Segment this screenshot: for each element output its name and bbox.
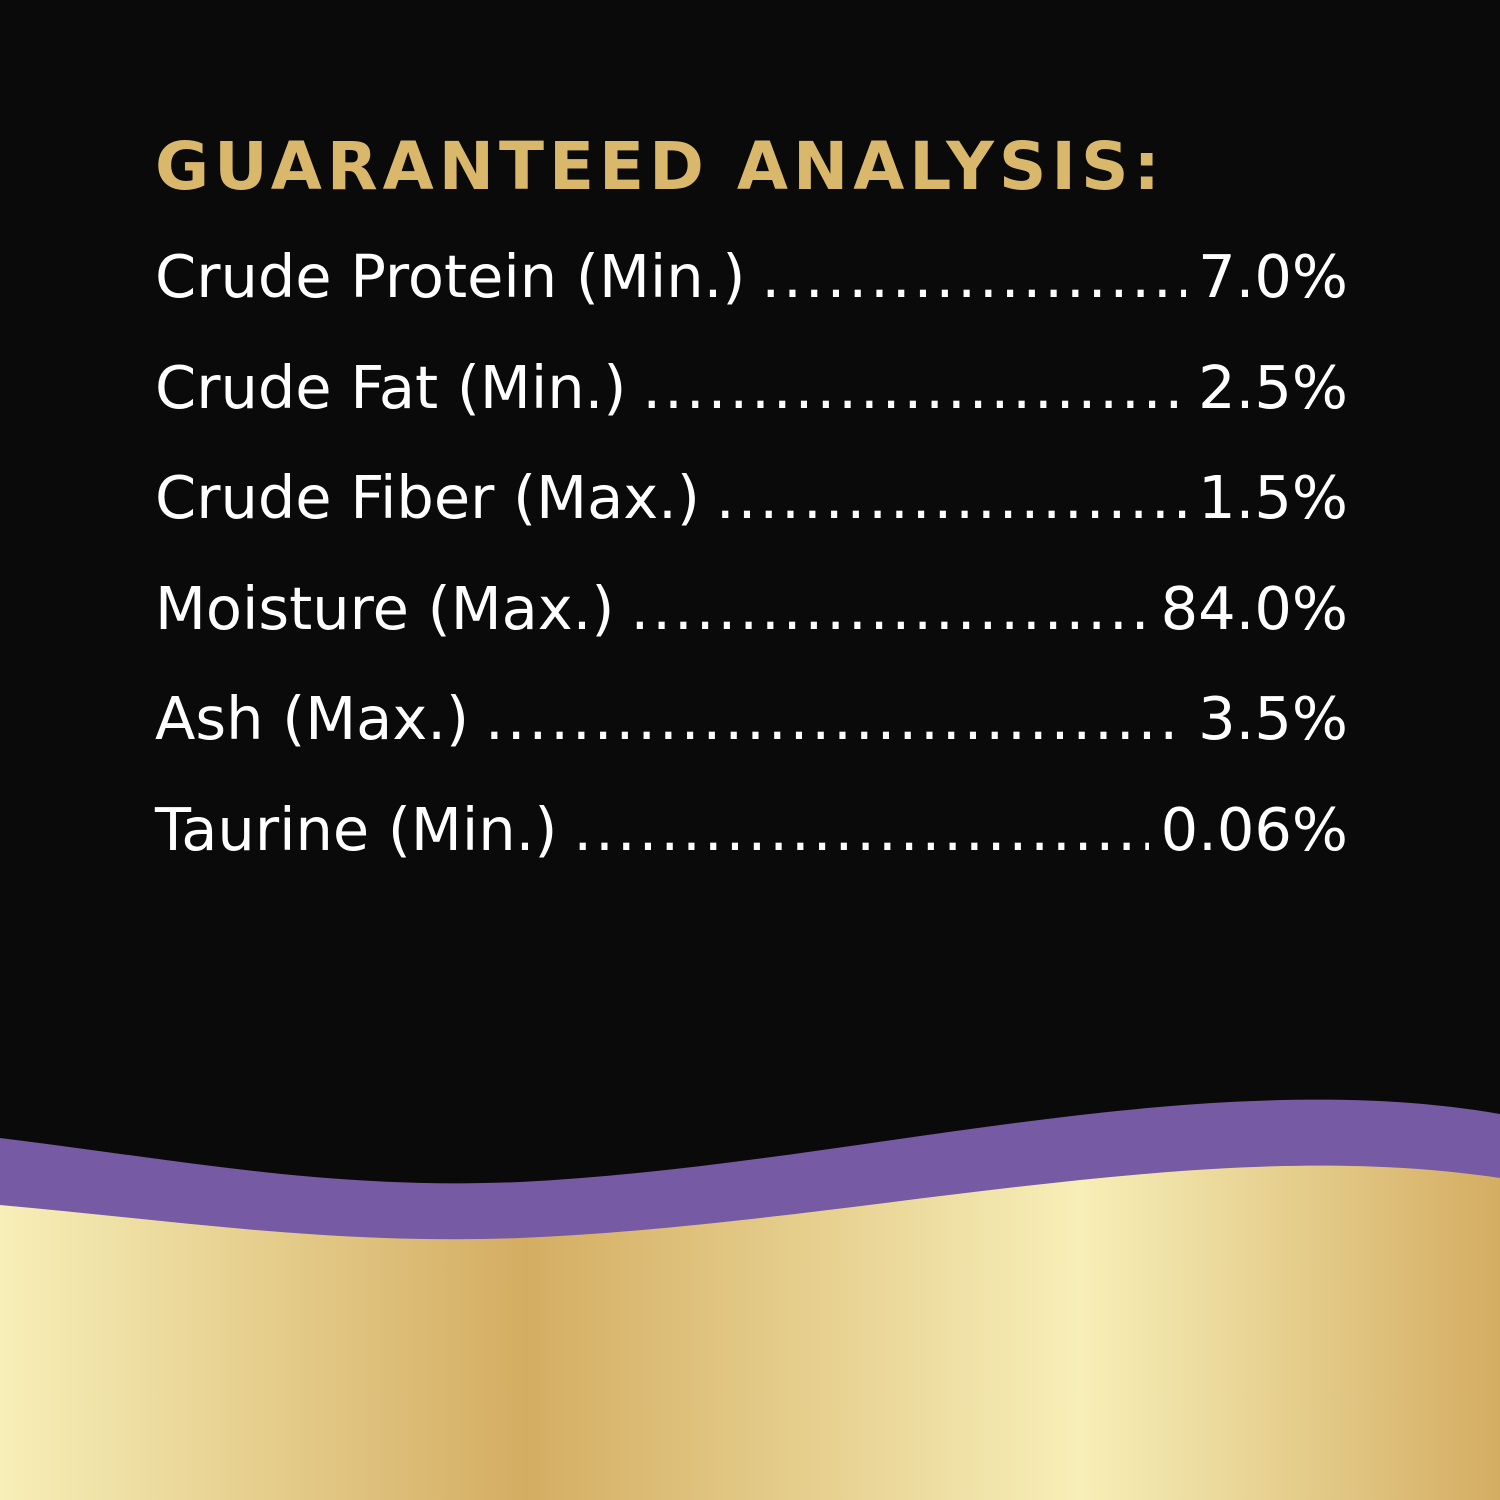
gold-wave-band <box>0 1165 1500 1500</box>
analysis-row-crude-fat: Crude Fat (Min.) 2.5% <box>155 333 1348 444</box>
dot-leader <box>573 775 1148 885</box>
analysis-table: Crude Protein (Min.) 7.0% Crude Fat (Min… <box>155 222 1348 885</box>
row-value: 0.06% <box>1160 794 1348 864</box>
dot-leader <box>642 333 1186 443</box>
analysis-row-moisture: Moisture (Max.) 84.0% <box>155 554 1348 665</box>
row-label: Crude Fat (Min.) <box>155 352 627 422</box>
analysis-row-crude-protein: Crude Protein (Min.) 7.0% <box>155 222 1348 333</box>
row-value: 1.5% <box>1198 463 1348 532</box>
decorative-wave <box>0 1099 1500 1500</box>
row-value: 84.0% <box>1160 573 1348 643</box>
analysis-row-ash: Ash (Max.) 3.5% <box>155 664 1348 775</box>
dot-leader <box>485 664 1186 774</box>
analysis-row-taurine: Taurine (Min.) 0.06% <box>155 775 1348 886</box>
row-label: Ash (Max.) <box>155 684 470 753</box>
dot-leader <box>630 554 1148 664</box>
row-value: 3.5% <box>1198 684 1348 753</box>
row-value: 2.5% <box>1198 352 1348 422</box>
row-label: Taurine (Min.) <box>155 794 558 864</box>
row-label: Crude Protein (Min.) <box>155 242 746 311</box>
dot-leader <box>761 222 1186 332</box>
dot-leader <box>716 443 1186 553</box>
row-label: Moisture (Max.) <box>155 573 615 643</box>
row-value: 7.0% <box>1198 242 1348 311</box>
row-label: Crude Fiber (Max.) <box>155 463 700 532</box>
analysis-row-crude-fiber: Crude Fiber (Max.) 1.5% <box>155 443 1348 554</box>
guaranteed-analysis-heading: GUARANTEED ANALYSIS: <box>155 128 1165 205</box>
